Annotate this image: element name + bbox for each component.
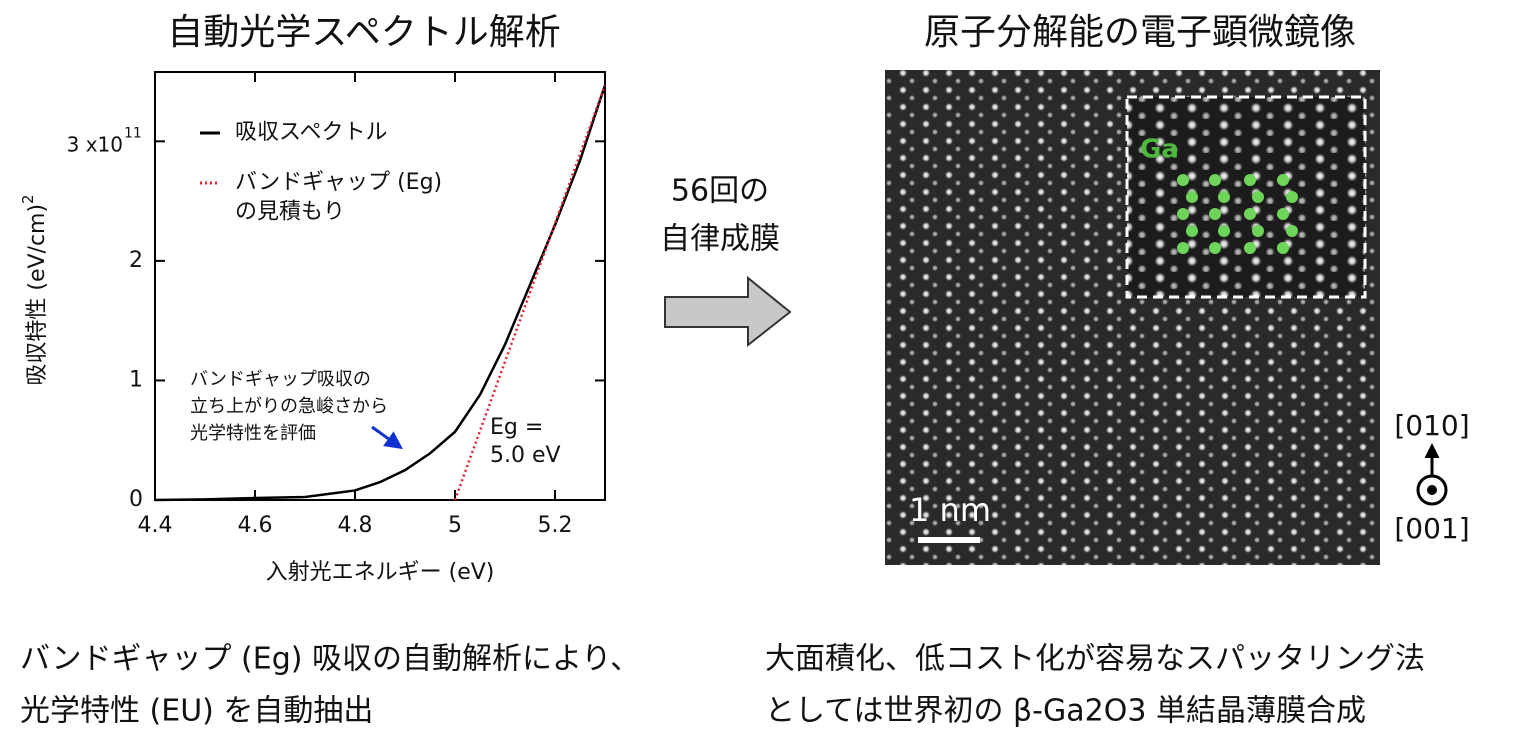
y-tick-label-text: 3 x10 [67,132,123,156]
direction-out-of-plane [1416,474,1448,506]
y-tick-label-sup: 11 [124,125,142,141]
direction-label: [010] [1394,409,1469,442]
annotation: 5.0 eV [490,443,561,468]
y-axis-label-text: 吸収特性 (eV/cm) [25,204,50,386]
scale-bar-label: 1 nm [909,491,991,529]
annotation-arrow [371,425,403,450]
flow-label: 56回の [671,174,769,209]
y-tick-label: 2 [129,248,143,273]
y-axis-label: 吸収特性 (eV/cm)2 [19,194,51,385]
y-tick-label: 3 x10 [67,132,123,156]
legend-label: バンドギャップ (Eg)の見積もり [235,170,442,225]
legend-label: 吸収スペクトル [235,120,387,145]
flow-label: 自律成膜 [660,222,780,257]
x-tick-label: 4.8 [338,513,373,538]
annotation: 立ち上がりの急峻さから [190,396,388,417]
y-tick-label: 0 [129,487,143,512]
caption: 光学特性 (EU) を自動抽出 [20,694,373,729]
inset-image [1125,95,1367,299]
x-axis-label: 入射光エネルギー (eV) [266,560,495,585]
y-axis-label-sup: 2 [19,194,37,204]
chart-title: 自動光学スペクトル解析 [167,12,560,53]
process-arrow [664,275,792,348]
ga-markers [1177,174,1298,254]
x-tick-label: 4.6 [238,513,273,538]
annotation: バンドギャップ吸収の [190,369,371,390]
annotation: Eg = [490,415,543,440]
x-tick-label: 5 [448,513,462,538]
annotation: 光学特性を評価 [190,423,316,444]
caption: バンドギャップ (Eg) 吸収の自動解析により、 [20,642,640,677]
caption: 大面積化、低コスト化が容易なスパッタリング法 [765,642,1425,677]
y-tick-label: 1 [129,367,143,392]
direction-label: [001] [1394,512,1469,545]
direction-dot [1427,485,1437,495]
plot-frame [154,71,606,501]
x-tick-label: 4.4 [138,513,173,538]
caption: としては世界初の β-Ga2O3 単結晶薄膜合成 [765,694,1366,729]
scale-bar [918,537,980,543]
image-title: 原子分解能の電子顕微鏡像 [924,12,1356,53]
series-line [453,84,607,501]
inset-label: Ga [1140,135,1179,165]
x-tick-label: 5.2 [538,513,573,538]
